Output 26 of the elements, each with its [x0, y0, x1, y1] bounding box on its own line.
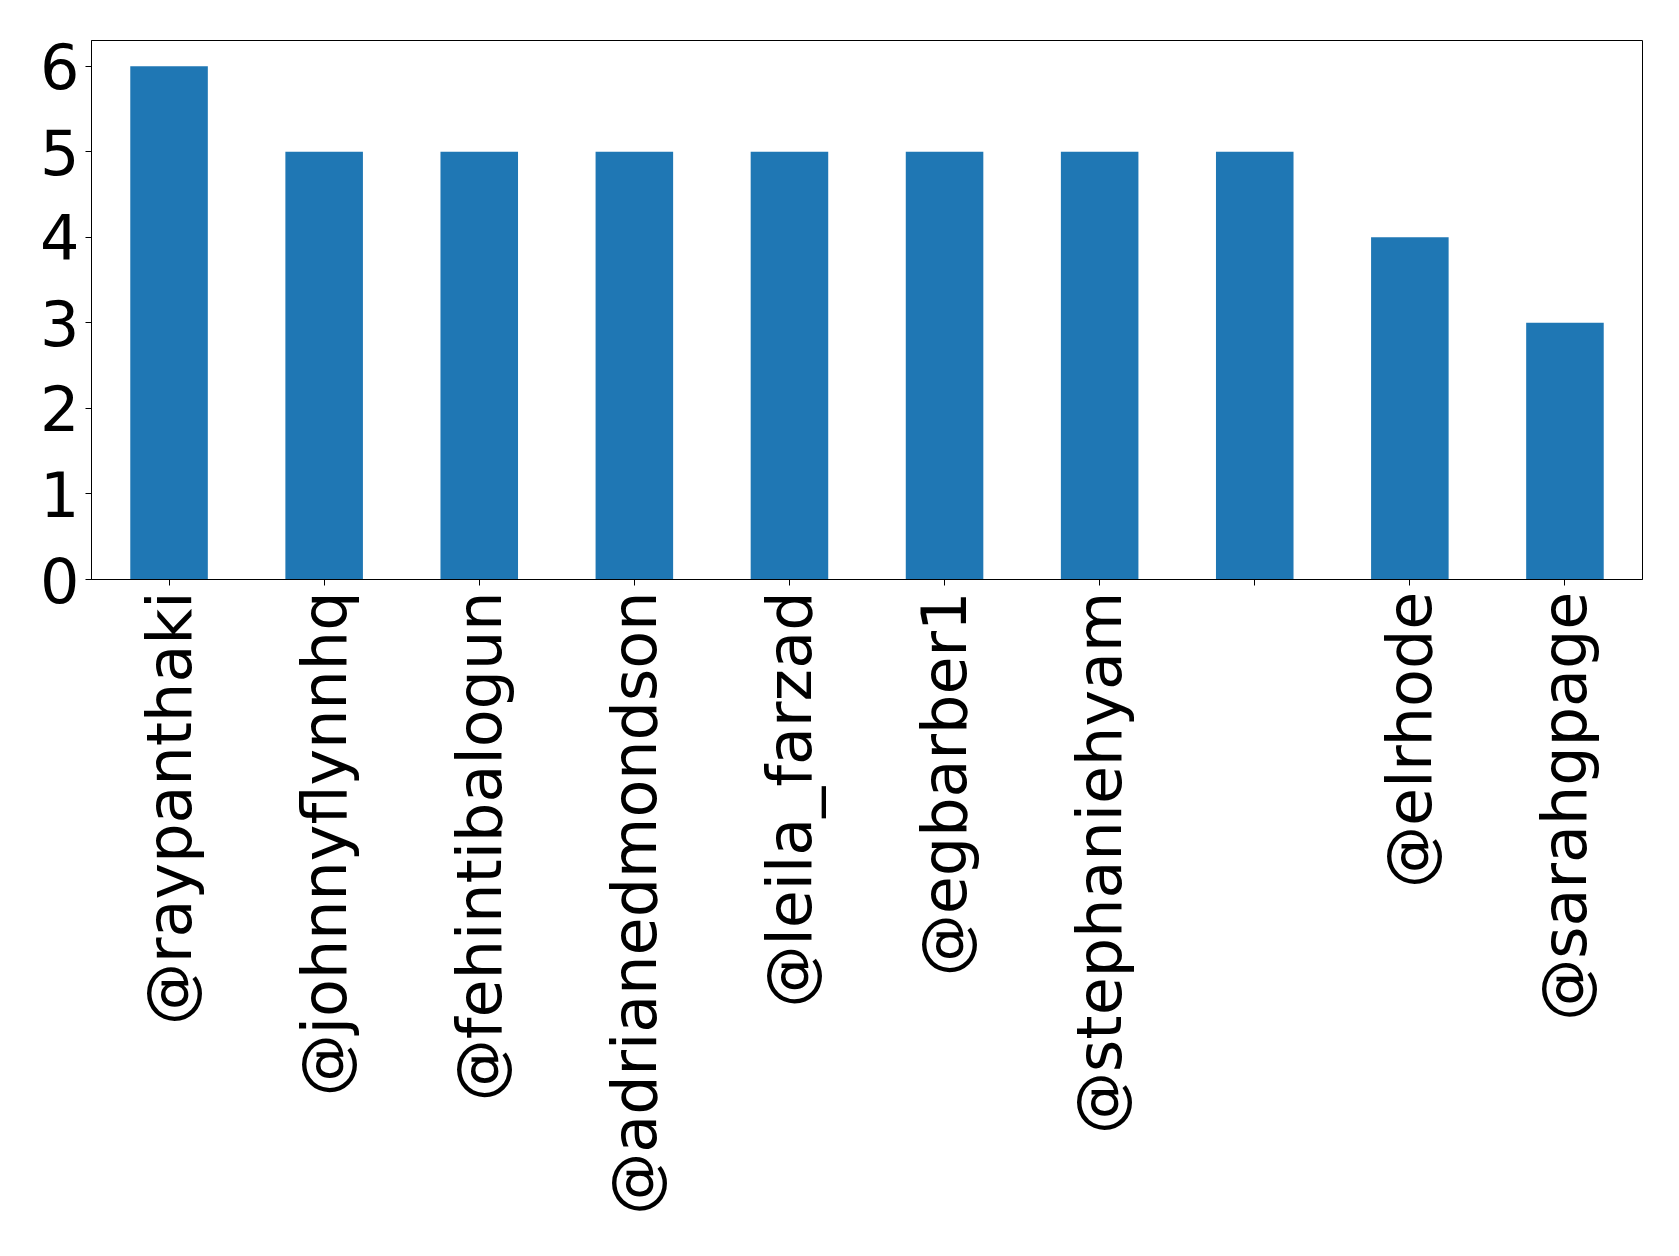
x-tick-label: @leila_farzad [752, 591, 826, 1008]
y-tick-label: 1 [40, 458, 80, 532]
x-tick-label: @elrhode [1373, 591, 1447, 888]
bar [1371, 237, 1449, 580]
bar [285, 151, 363, 580]
x-tick-label: @egbarber1 [908, 591, 982, 977]
x-tick-label: @adrianedmondson [597, 591, 671, 1215]
x-tick-label: @sarahgpage [1528, 591, 1602, 1021]
bar [1215, 151, 1294, 580]
y-tick-label: 4 [40, 202, 80, 276]
x-tick-label: @stephaniehyam [1063, 591, 1137, 1134]
y-tick-label: 0 [40, 544, 80, 618]
bar [595, 151, 674, 580]
x-tick-label: @raypanthaki [132, 591, 206, 1026]
bar [1526, 322, 1604, 580]
x-tick-label: @fehintibalogun [442, 591, 516, 1102]
y-tick-label: 3 [40, 287, 80, 361]
bar [130, 66, 208, 580]
y-tick-label: 2 [40, 373, 80, 447]
x-tick-label: @johnnyflynnhq [287, 591, 361, 1097]
bar [1060, 151, 1139, 580]
y-tick-label: 5 [40, 116, 80, 190]
bar [750, 151, 829, 580]
bar [440, 151, 519, 580]
y-tick-label: 6 [40, 31, 80, 105]
bar [905, 151, 984, 580]
